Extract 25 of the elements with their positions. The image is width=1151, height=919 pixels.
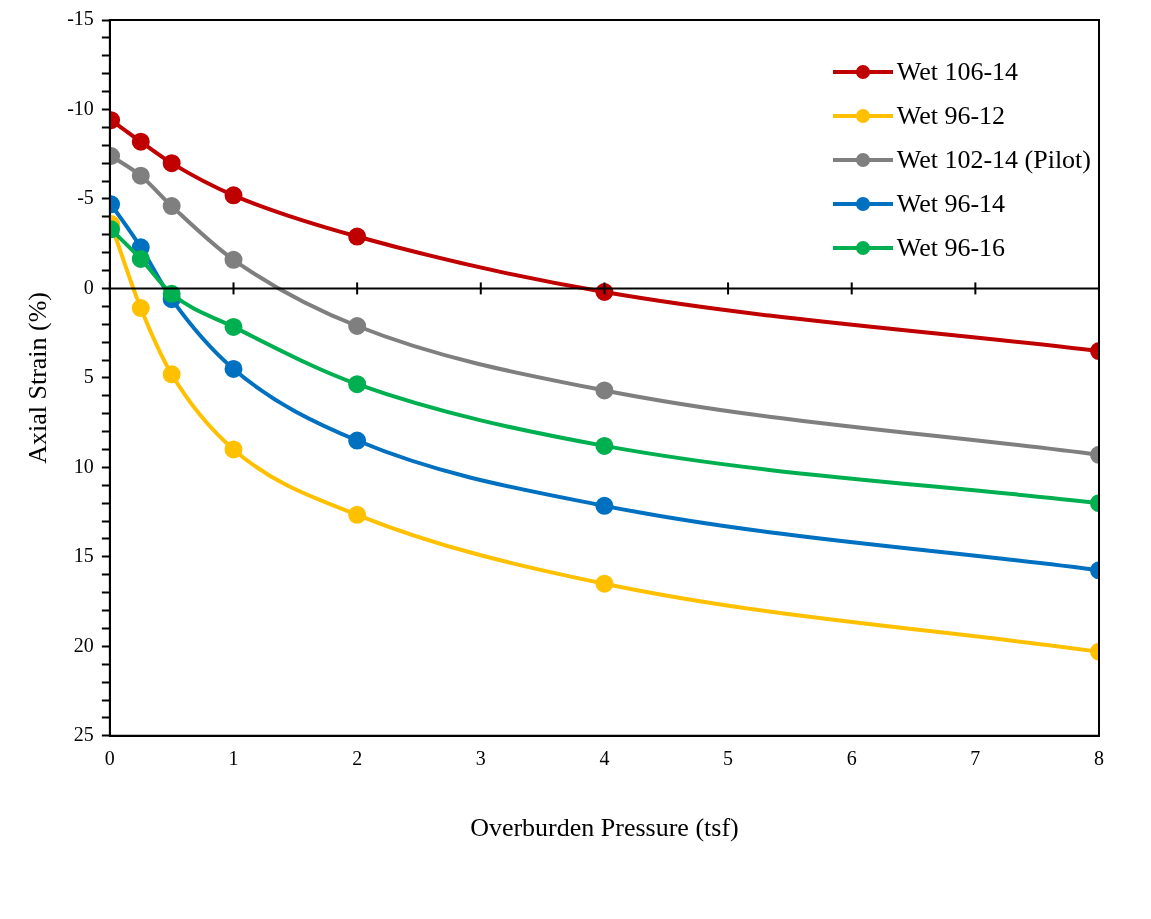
y-tick-label: -15 [67,7,94,30]
y-tick-label: -5 [77,186,94,209]
y-tick-label: 20 [73,633,94,656]
legend-label: Wet 106-14 [896,57,1019,87]
y-tick-label: 10 [73,454,94,477]
y-tick-label: 25 [73,723,94,746]
x-tick-label: 4 [599,747,610,770]
y-tick-label: 0 [83,275,94,298]
legend-label: Wet 96-12 [896,101,1006,131]
x-tick-label: 0 [104,747,115,770]
x-tick-label: 1 [228,747,239,770]
x-tick-label: 2 [352,747,363,770]
legend-label: Wet 96-14 [896,189,1006,219]
legend-label: Wet 102-14 (Pilot) [896,145,1091,175]
x-tick-label: 6 [846,747,857,770]
x-tick-label: 8 [1094,747,1104,770]
y-tick-label: -10 [67,96,94,119]
x-axis-title: Overburden Pressure (tsf) [470,813,739,843]
y-axis-title: Axial Strain (%) [23,291,53,464]
x-tick-label: 3 [475,747,486,770]
legend-label: Wet 96-16 [896,233,1006,263]
y-tick-label: 5 [83,365,94,388]
x-tick-label: 5 [723,747,734,770]
y-tick-label: 15 [73,544,94,567]
x-tick-label: 7 [970,747,981,770]
